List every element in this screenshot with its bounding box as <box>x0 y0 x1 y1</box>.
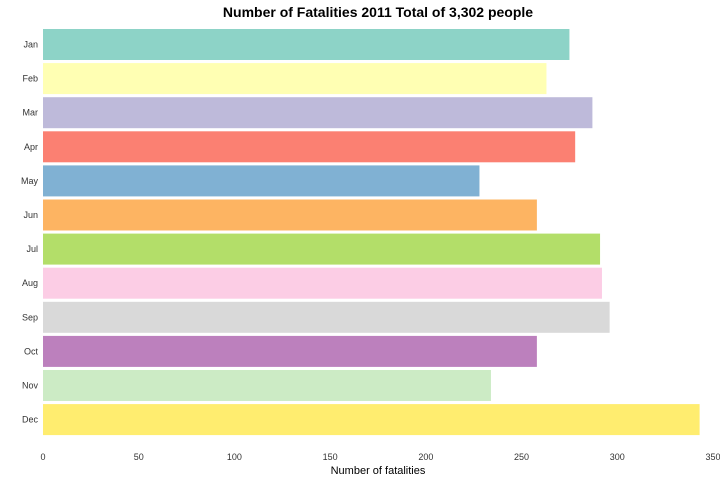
x-tick-label-0: 0 <box>40 452 45 462</box>
y-tick-labels: Jan Feb Mar Apr May Jun Jul Aug Sep Oct Nov Dec <box>21 40 39 425</box>
y-tick-label-nov: Nov <box>22 381 39 391</box>
x-tick-label-250: 250 <box>514 452 529 462</box>
bar-sep <box>43 301 610 333</box>
bar-apr <box>43 131 576 163</box>
bar-nov <box>43 370 491 401</box>
chart-title: Number of Fatalities 2011 Total of 3,302… <box>223 4 533 20</box>
y-tick-label-aug: Aug <box>22 278 38 288</box>
x-tick-label-150: 150 <box>323 452 338 462</box>
x-tick-label-100: 100 <box>227 452 242 462</box>
y-tick-label-jun: Jun <box>23 210 38 220</box>
y-tick-label-dec: Dec <box>22 415 39 425</box>
y-tick-label-sep: Sep <box>22 312 38 322</box>
y-tick-label-oct: Oct <box>24 346 39 356</box>
x-tick-label-50: 50 <box>134 452 144 462</box>
x-tick-label-200: 200 <box>418 452 433 462</box>
bar-may <box>43 165 480 197</box>
bar-jul <box>43 233 601 265</box>
bars-group <box>43 29 700 436</box>
bar-aug <box>43 267 602 299</box>
bar-mar <box>43 97 593 129</box>
x-tick-label-300: 300 <box>610 452 625 462</box>
x-tick-label-350: 350 <box>705 452 720 462</box>
bar-oct <box>43 335 537 367</box>
y-tick-label-may: May <box>21 176 39 186</box>
bar-dec <box>43 404 700 436</box>
y-tick-label-jan: Jan <box>23 40 38 50</box>
y-tick-label-jul: Jul <box>26 244 38 254</box>
x-tick-labels: 0 50 100 150 200 250 300 350 <box>40 452 720 462</box>
bar-jan <box>43 29 570 60</box>
y-tick-label-feb: Feb <box>22 74 38 84</box>
y-tick-label-mar: Mar <box>23 108 39 118</box>
x-axis-label: Number of fatalities <box>331 465 426 477</box>
bar-feb <box>43 63 547 95</box>
y-tick-label-apr: Apr <box>24 142 38 152</box>
bar-jun <box>43 199 537 231</box>
